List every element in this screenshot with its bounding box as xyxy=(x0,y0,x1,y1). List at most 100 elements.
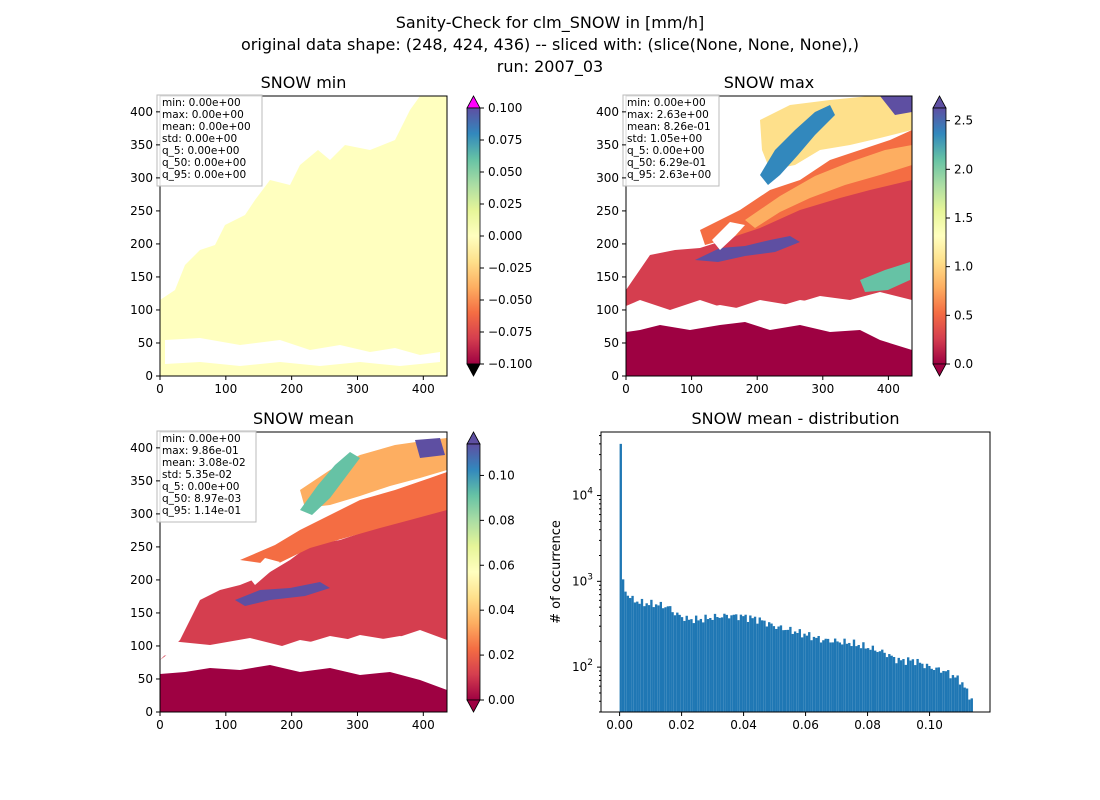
histogram-bar xyxy=(772,626,776,712)
y-tick-label: 50 xyxy=(604,336,619,350)
histogram-bar xyxy=(739,614,743,712)
colorbar-tick-label: 2.5 xyxy=(954,114,973,128)
histogram-bar xyxy=(697,620,700,712)
colorbar-under-triangle xyxy=(466,699,481,713)
histogram-bar xyxy=(737,620,740,712)
colorbar-gradient xyxy=(466,107,481,365)
axes-frame xyxy=(159,431,448,713)
histogram-bar xyxy=(805,635,809,712)
histogram-bar xyxy=(777,626,780,712)
stat-q5: q_5: 0.00e+00 xyxy=(162,481,239,493)
y-tick-label: 300 xyxy=(596,171,619,185)
panel-histogram: SNOW mean - distribution # of occurrence… xyxy=(549,409,991,732)
stat-std: std: 5.35e-02 xyxy=(162,469,232,481)
histogram-bar xyxy=(815,637,818,712)
histogram-bar xyxy=(636,601,639,712)
x-tick-label: 100 xyxy=(680,382,703,396)
x-tick-label: 300 xyxy=(346,718,369,732)
x-tick-label: 200 xyxy=(746,382,769,396)
histogram-bar xyxy=(709,618,712,712)
histogram-bar xyxy=(647,605,651,712)
stat-q50: q_50: 8.97e-03 xyxy=(162,493,241,505)
histogram-bar xyxy=(932,670,936,712)
colorbar-tick-label: −0.100 xyxy=(488,357,532,371)
colorbar-tick-label: 0.02 xyxy=(488,648,515,662)
y-tick-label: 150 xyxy=(130,270,153,284)
histogram-bar xyxy=(758,617,761,712)
y-tick-label: 0 xyxy=(611,369,619,383)
x-tick-label: 0.06 xyxy=(792,718,819,732)
histogram-bar xyxy=(744,614,747,712)
histogram-bar xyxy=(951,675,955,712)
histogram-bar xyxy=(876,652,879,712)
y-tick-label: 300 xyxy=(130,507,153,521)
colorbar-tick-label: 2.0 xyxy=(954,162,973,176)
colorbar-gradient xyxy=(466,443,481,701)
histogram-bar xyxy=(888,654,891,712)
x-tick-label: 0 xyxy=(156,718,164,732)
heatmap-image xyxy=(160,432,447,712)
panel-snow-max: SNOW max min: 0.00e+00 max: 2.63e+00 mea… xyxy=(596,73,973,396)
histogram-bar xyxy=(923,668,926,712)
histogram-bar xyxy=(760,620,764,712)
stats-box: min: 0.00e+00 max: 0.00e+00 mean: 0.00e+… xyxy=(156,94,263,187)
axis-ticks: 0 100 200 300 400 0 50 100 150 200 250 300 350 400 xyxy=(596,105,900,396)
histogram-bar xyxy=(800,637,804,712)
histogram-bar xyxy=(904,664,907,712)
histogram-bar xyxy=(822,640,825,712)
panel-title: SNOW max xyxy=(724,73,814,92)
histogram-bar xyxy=(650,599,653,712)
colorbar-gradient xyxy=(932,107,947,365)
histogram-bar xyxy=(685,615,688,712)
histogram-bar xyxy=(727,618,731,712)
histogram-bar xyxy=(690,619,693,712)
histogram-bar xyxy=(619,443,622,712)
histogram-bar xyxy=(789,626,792,712)
histogram-bar xyxy=(770,623,773,712)
axes-frame xyxy=(600,431,991,713)
histogram-bar xyxy=(662,608,665,712)
histogram-bar xyxy=(763,620,766,712)
histogram-bar xyxy=(895,663,898,712)
histogram-bar xyxy=(838,642,842,712)
histogram-bar xyxy=(720,617,724,712)
panel-title: SNOW mean - distribution xyxy=(691,409,899,428)
y-tick-label: 400 xyxy=(130,441,153,455)
y-tick-label: 104 xyxy=(572,487,593,503)
histogram-bar xyxy=(831,642,834,712)
y-tick-label: 350 xyxy=(130,138,153,152)
histogram-bar xyxy=(939,672,943,712)
stat-q95: q_95: 0.00e+00 xyxy=(162,169,246,181)
colorbar-tick-label: −0.050 xyxy=(488,293,532,307)
histogram-bar xyxy=(638,603,641,712)
histogram-bar xyxy=(768,622,771,712)
y-tick-label: 0 xyxy=(145,369,153,383)
stat-std: std: 0.00e+00 xyxy=(162,133,237,145)
histogram-bar xyxy=(874,650,877,712)
x-tick-label: 0.00 xyxy=(606,718,633,732)
histogram-bar xyxy=(753,616,757,712)
colorbar-tick-label: −0.075 xyxy=(488,325,532,339)
y-tick-label: 200 xyxy=(596,237,619,251)
histogram-bar xyxy=(633,602,637,712)
histogram-bar xyxy=(746,621,750,712)
histogram-bar xyxy=(678,614,681,712)
histogram-bar xyxy=(954,677,957,712)
panel-title: SNOW min xyxy=(261,73,347,92)
histogram-bar xyxy=(965,688,969,712)
histogram-bar xyxy=(749,615,752,712)
colorbar-tick-label: 0.050 xyxy=(488,165,522,179)
y-tick-label: 350 xyxy=(130,474,153,488)
stat-q5: q_5: 0.00e+00 xyxy=(162,145,239,157)
colorbar-tick-label: 0.00 xyxy=(488,693,515,707)
colorbar: 0.10 0.08 0.06 0.04 0.02 0.00 xyxy=(466,431,515,713)
colorbar: 2.5 2.0 1.5 1.0 0.5 0.0 xyxy=(932,95,973,377)
histogram-bar xyxy=(897,657,900,712)
stat-max: max: 0.00e+00 xyxy=(162,109,244,121)
colorbar-tick-label: 0.000 xyxy=(488,229,522,243)
histogram-bar xyxy=(626,595,630,712)
y-tick-label: 50 xyxy=(138,672,153,686)
histogram-bar xyxy=(683,620,686,712)
y-tick-label: 100 xyxy=(130,639,153,653)
histogram-bar xyxy=(791,633,794,712)
